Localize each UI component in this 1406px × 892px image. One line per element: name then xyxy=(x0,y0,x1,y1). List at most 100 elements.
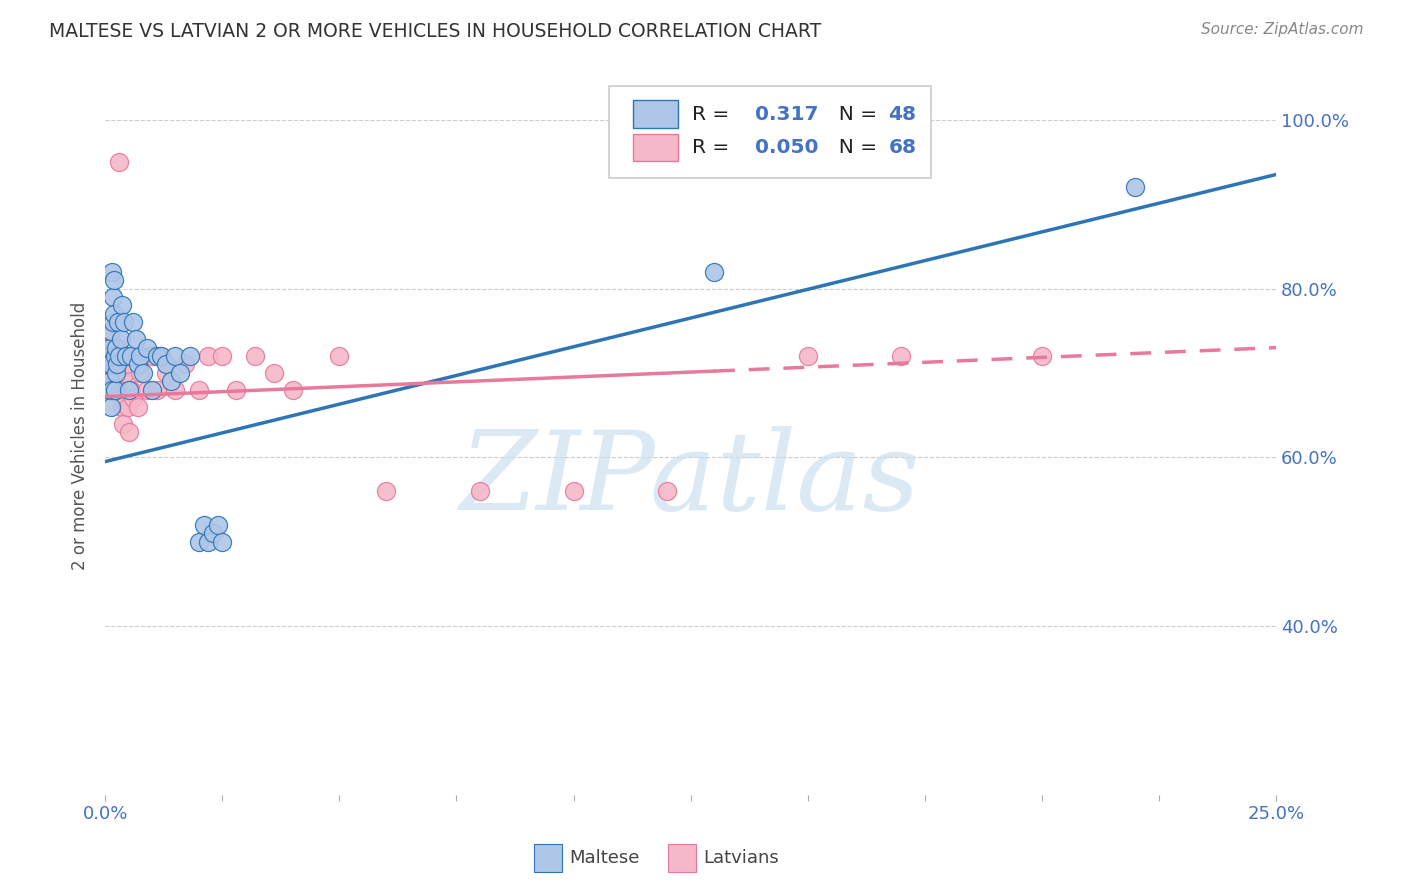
Point xyxy=(122,315,145,329)
Point xyxy=(104,366,127,380)
Point xyxy=(101,383,124,397)
Text: Latvians: Latvians xyxy=(703,849,779,867)
Point xyxy=(100,358,122,372)
Point xyxy=(101,315,124,329)
Point xyxy=(98,375,121,389)
Point xyxy=(127,358,149,372)
Point xyxy=(110,400,132,414)
Point xyxy=(129,349,152,363)
Point xyxy=(197,349,219,363)
Point xyxy=(141,383,163,397)
Point xyxy=(122,391,145,405)
Point xyxy=(103,307,125,321)
Point xyxy=(211,534,233,549)
Point xyxy=(201,526,224,541)
Point xyxy=(225,383,247,397)
Point xyxy=(97,366,120,380)
Point xyxy=(890,349,912,363)
Point xyxy=(107,383,129,397)
Point xyxy=(103,358,125,372)
Point xyxy=(179,349,201,363)
Text: Maltese: Maltese xyxy=(569,849,640,867)
Point xyxy=(108,349,131,363)
Point xyxy=(141,349,163,363)
Point xyxy=(105,383,128,397)
Point xyxy=(98,349,121,363)
Point xyxy=(97,375,120,389)
Text: 48: 48 xyxy=(889,104,917,123)
Point xyxy=(127,400,149,414)
Point xyxy=(104,366,127,380)
Point xyxy=(207,517,229,532)
FancyBboxPatch shape xyxy=(633,101,678,128)
Point xyxy=(97,383,120,397)
Point xyxy=(101,349,124,363)
Point xyxy=(155,358,177,372)
Point xyxy=(124,349,146,363)
Point xyxy=(104,349,127,363)
Point xyxy=(101,265,124,279)
Point xyxy=(100,400,122,414)
Point xyxy=(131,366,153,380)
Point xyxy=(115,358,138,372)
Point xyxy=(145,383,167,397)
Point xyxy=(1125,180,1147,194)
Point xyxy=(103,341,125,355)
Point xyxy=(150,349,173,363)
Point xyxy=(98,341,121,355)
Point xyxy=(104,341,127,355)
Point xyxy=(187,534,209,549)
Point xyxy=(796,349,818,363)
Text: R =: R = xyxy=(692,104,735,123)
Point xyxy=(197,534,219,549)
Point xyxy=(107,341,129,355)
Point xyxy=(150,349,173,363)
Point xyxy=(112,315,135,329)
Point xyxy=(98,341,121,355)
Point xyxy=(468,484,491,499)
Text: 0.050: 0.050 xyxy=(748,138,818,157)
Point xyxy=(129,366,152,380)
Point xyxy=(103,383,125,397)
Text: R =: R = xyxy=(692,138,735,157)
Point xyxy=(703,265,725,279)
Point xyxy=(124,332,146,346)
Point xyxy=(97,383,120,397)
Text: N =: N = xyxy=(827,104,884,123)
Point xyxy=(104,375,127,389)
Y-axis label: 2 or more Vehicles in Household: 2 or more Vehicles in Household xyxy=(72,302,89,570)
Point xyxy=(173,358,195,372)
Point xyxy=(108,366,131,380)
Point xyxy=(187,383,209,397)
Point xyxy=(114,366,136,380)
Point xyxy=(98,358,121,372)
Point xyxy=(100,383,122,397)
Point xyxy=(98,358,121,372)
Point xyxy=(1031,349,1053,363)
Point xyxy=(155,366,177,380)
Point xyxy=(136,341,159,355)
Text: N =: N = xyxy=(827,138,884,157)
Point xyxy=(117,425,139,439)
Point xyxy=(328,349,350,363)
Point xyxy=(105,358,128,372)
Point xyxy=(98,349,121,363)
Point xyxy=(211,349,233,363)
Point xyxy=(131,349,153,363)
FancyBboxPatch shape xyxy=(609,86,931,178)
Point xyxy=(562,484,585,499)
Point xyxy=(101,366,124,380)
Point xyxy=(104,349,127,363)
Point xyxy=(169,366,191,380)
Point xyxy=(108,349,131,363)
FancyBboxPatch shape xyxy=(633,134,678,161)
Point xyxy=(101,290,124,304)
Point xyxy=(103,273,125,287)
Point xyxy=(96,383,118,397)
Text: ZIPatlas: ZIPatlas xyxy=(460,425,921,533)
Point xyxy=(100,349,122,363)
Point xyxy=(115,349,138,363)
Point xyxy=(117,400,139,414)
Point xyxy=(145,349,167,363)
Point xyxy=(98,324,121,338)
